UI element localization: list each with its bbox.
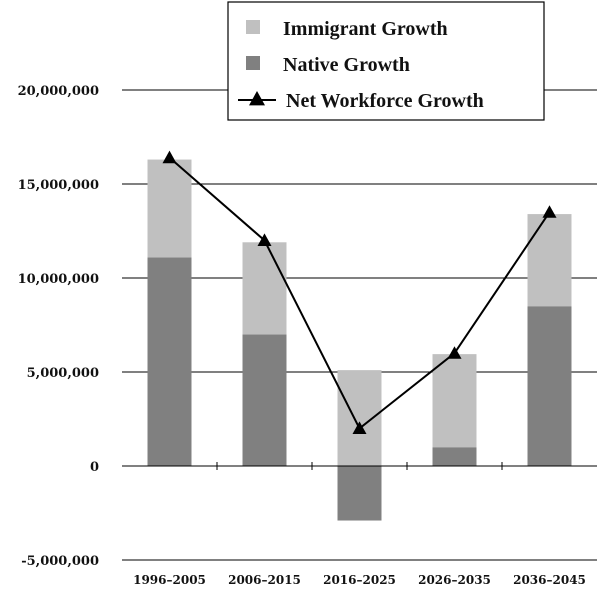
net-growth-line (162, 150, 557, 434)
x-tick-label: 1996–2005 (133, 573, 206, 587)
bar-native-growth (147, 257, 192, 466)
legend-swatch (246, 56, 260, 70)
bar-immigrant-growth (527, 214, 572, 307)
legend-label: Native Growth (283, 54, 410, 76)
bar-native-growth (242, 334, 287, 466)
legend: Immigrant Growth Native Growth Net Workfor… (227, 1, 545, 121)
x-axis (122, 462, 597, 470)
net-growth-marker (162, 150, 177, 164)
bar-native-growth (337, 466, 382, 521)
bar-immigrant-growth (147, 159, 192, 258)
bar-native-growth (432, 447, 477, 466)
bar-immigrant-growth (337, 370, 382, 466)
bar-immigrant-growth (242, 242, 287, 335)
y-tick-label: 0 (90, 460, 99, 475)
y-tick-label: 20,000,000 (18, 84, 99, 99)
y-tick-label: 15,000,000 (18, 178, 99, 193)
net-growth-marker (542, 205, 557, 218)
y-tick-label: 5,000,000 (27, 366, 99, 381)
bar-native-growth (527, 306, 572, 466)
legend-label: Immigrant Growth (283, 18, 448, 40)
bars (147, 159, 572, 521)
legend-label: Net Workforce Growth (286, 90, 484, 112)
bar-immigrant-growth (432, 354, 477, 448)
net-growth-marker (352, 421, 367, 434)
net-growth-marker (257, 233, 272, 246)
x-tick-label: 2016–2025 (323, 573, 396, 587)
legend-marker (249, 91, 265, 106)
y-tick-label: 10,000,000 (18, 272, 99, 287)
legend-swatch (246, 20, 260, 34)
legend-box (227, 1, 545, 121)
net-growth-marker (447, 346, 462, 359)
x-tick-label: 2006–2015 (228, 573, 301, 587)
x-tick-label: 2026–2035 (418, 573, 491, 587)
x-tick-label: 2036–2045 (513, 573, 586, 587)
tick-labels: 20,000,000 15,000,000 10,000,000 5,000,000 0… (18, 84, 586, 587)
y-tick-label: -5,000,000 (21, 554, 99, 569)
